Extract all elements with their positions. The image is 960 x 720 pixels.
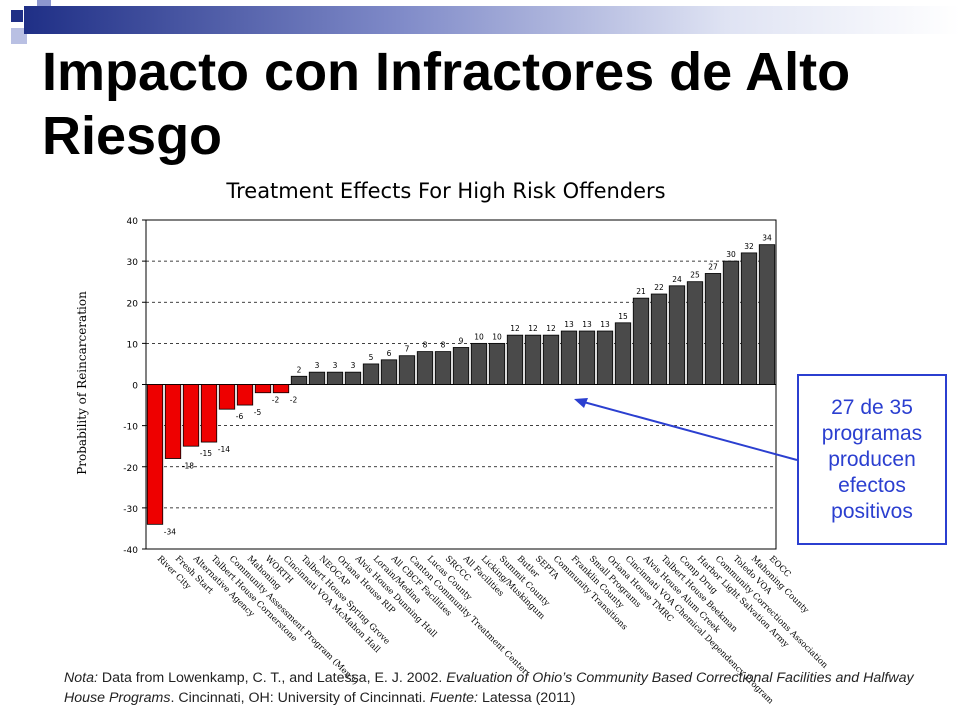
note-part2: . Cincinnati, OH: University of Cincinna…: [170, 690, 430, 706]
footnote: Nota: Data from Lowenkamp, C. T., and La…: [64, 668, 924, 708]
y-tick-label: -20: [123, 464, 138, 474]
y-tick-label: -40: [123, 546, 138, 556]
bar-value-label: -6: [236, 412, 244, 421]
bar-value-label: 13: [600, 320, 610, 329]
bar: [632, 297, 650, 385]
bar: [542, 334, 560, 385]
bar-value-label: 12: [528, 324, 538, 333]
bar: [488, 342, 506, 385]
note-source: Latessa (2011): [478, 690, 576, 706]
callout-arrow-head: [574, 398, 588, 408]
y-tick-label: 20: [127, 299, 139, 309]
bar: [524, 334, 542, 385]
bar: [362, 363, 380, 385]
bar-value-label: 25: [690, 271, 700, 280]
y-tick-label: 0: [132, 382, 138, 392]
bar: [290, 375, 308, 385]
bar: [344, 371, 362, 385]
bar-value-label: -14: [218, 445, 230, 454]
bar: [506, 334, 524, 385]
decorative-square-lavender: [11, 28, 27, 44]
bar-value-label: 10: [474, 332, 484, 341]
y-tick-label: -30: [123, 505, 138, 515]
bar: [218, 384, 236, 410]
bar: [596, 330, 614, 385]
bar-value-label: 5: [369, 353, 374, 362]
note-title: Evaluation of Ohio’s Community Based Cor…: [64, 670, 914, 706]
bar-value-label: 34: [762, 234, 772, 243]
bar-value-label: 13: [582, 320, 592, 329]
bar-value-label: -34: [164, 527, 176, 536]
y-tick-label: 10: [127, 340, 139, 350]
bar: [434, 351, 452, 385]
bar-value-label: 9: [459, 336, 464, 345]
bar: [560, 330, 578, 385]
bar: [164, 384, 182, 459]
bar-value-label: 13: [564, 320, 574, 329]
bar-value-label: -15: [200, 449, 212, 458]
bar: [236, 384, 254, 406]
bar: [452, 347, 470, 385]
chart-title: Treatment Effects For High Risk Offender…: [225, 179, 665, 203]
bar: [200, 384, 218, 443]
bar: [146, 384, 164, 525]
bar-value-label: -2: [290, 396, 298, 405]
bar: [704, 273, 722, 385]
bar-value-label: 2: [297, 365, 302, 374]
bar-value-label: 12: [510, 324, 520, 333]
bar: [470, 342, 488, 385]
callout-box: 27 de 35 programas producen efectos posi…: [797, 374, 947, 545]
bar-value-label: -18: [182, 462, 194, 471]
bar: [416, 351, 434, 385]
note-label: Nota:: [64, 670, 98, 686]
bar: [614, 322, 632, 385]
bar: [650, 293, 668, 385]
decorative-square-navy: [11, 10, 23, 22]
bar-value-label: 30: [726, 250, 736, 259]
bar-value-label: 3: [351, 361, 356, 370]
bar: [740, 252, 758, 385]
bar-value-label: 15: [618, 312, 628, 321]
bar: [380, 359, 398, 385]
header-gradient-bar: [24, 6, 960, 34]
bar: [326, 371, 344, 385]
bar: [722, 260, 740, 385]
bar: [686, 281, 704, 385]
bar-value-label: 3: [333, 361, 338, 370]
bar: [272, 384, 290, 394]
bar: [308, 371, 326, 385]
bar-value-label: -2: [272, 396, 280, 405]
slide-title: Impacto con Infractores de Alto Riesgo: [42, 42, 851, 166]
bar: [182, 384, 200, 447]
bar-value-label: -5: [254, 408, 262, 417]
bar-value-label: 12: [546, 324, 556, 333]
note-source-label: Fuente:: [429, 690, 478, 706]
callout-arrow: [579, 400, 798, 461]
bar-value-label: 22: [654, 283, 664, 292]
bar-value-label: 21: [636, 287, 646, 296]
bar-value-label: 3: [315, 361, 320, 370]
y-tick-label: 40: [127, 217, 139, 227]
bar-value-label: 8: [423, 341, 428, 350]
bar-value-label: 10: [492, 332, 502, 341]
bar-value-label: 8: [441, 341, 446, 350]
y-tick-label: 30: [127, 258, 139, 268]
bar: [668, 285, 686, 385]
bar: [254, 384, 272, 394]
bar-value-label: 7: [405, 345, 410, 354]
bar-value-label: 24: [672, 275, 682, 284]
bar-value-label: 32: [744, 242, 754, 251]
y-tick-label: -10: [123, 423, 138, 433]
y-axis-label: Probability of Reincarceration: [75, 291, 89, 475]
bar: [758, 244, 776, 385]
bar: [398, 355, 416, 385]
bar-value-label: 27: [708, 262, 718, 271]
note-part1: Data from Lowenkamp, C. T., and Latessa,…: [97, 670, 447, 686]
bar: [578, 330, 596, 385]
callout-text: 27 de 35 programas producen efectos posi…: [821, 395, 923, 523]
bar-value-label: 6: [387, 349, 392, 358]
